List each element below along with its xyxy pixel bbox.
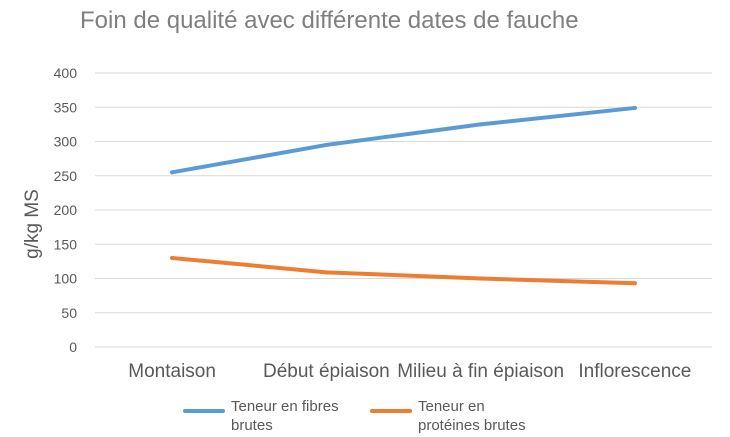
y-tick-label: 100 bbox=[54, 271, 78, 287]
y-tick-label: 50 bbox=[61, 305, 77, 321]
data-point bbox=[170, 255, 175, 260]
y-tick-label: 150 bbox=[54, 236, 78, 252]
data-point bbox=[170, 170, 175, 175]
legend-entry-label: Teneur en protéines brutes bbox=[418, 398, 526, 434]
x-tick-label: Début épiaison bbox=[263, 361, 390, 382]
data-point bbox=[324, 142, 329, 147]
legend: Teneur en fibres brutes Teneur en protéines… bbox=[183, 398, 526, 434]
data-point bbox=[632, 281, 637, 286]
data-point bbox=[324, 270, 329, 275]
x-tick-label: Montaison bbox=[128, 361, 216, 382]
data-point bbox=[632, 105, 637, 110]
y-tick-label: 300 bbox=[54, 134, 78, 150]
legend-entry-label: Teneur en fibres brutes bbox=[231, 398, 339, 434]
data-point bbox=[478, 276, 483, 281]
series-line-2 bbox=[170, 255, 637, 286]
series-line-1 bbox=[170, 105, 637, 175]
y-tick-label: 400 bbox=[54, 65, 78, 81]
series-lines bbox=[170, 105, 637, 286]
y-axis-ticks: 0 50 100 150 200 250 300 350 400 bbox=[54, 65, 78, 355]
chart-title: Foin de qualité avec différente dates de… bbox=[80, 7, 579, 34]
x-axis-ticks: Montaison Début épiaison Milieu à fin épia… bbox=[128, 361, 691, 382]
x-tick-label: Milieu à fin épiaison bbox=[397, 361, 564, 382]
gridlines bbox=[95, 72, 712, 348]
y-axis-label: g/kg MS bbox=[22, 189, 43, 259]
y-tick-label: 250 bbox=[54, 168, 78, 184]
y-tick-label: 0 bbox=[69, 339, 77, 355]
x-tick-label: Inflorescence bbox=[578, 361, 691, 382]
data-point bbox=[478, 122, 483, 127]
y-tick-label: 350 bbox=[54, 99, 78, 115]
y-tick-label: 200 bbox=[54, 202, 78, 218]
